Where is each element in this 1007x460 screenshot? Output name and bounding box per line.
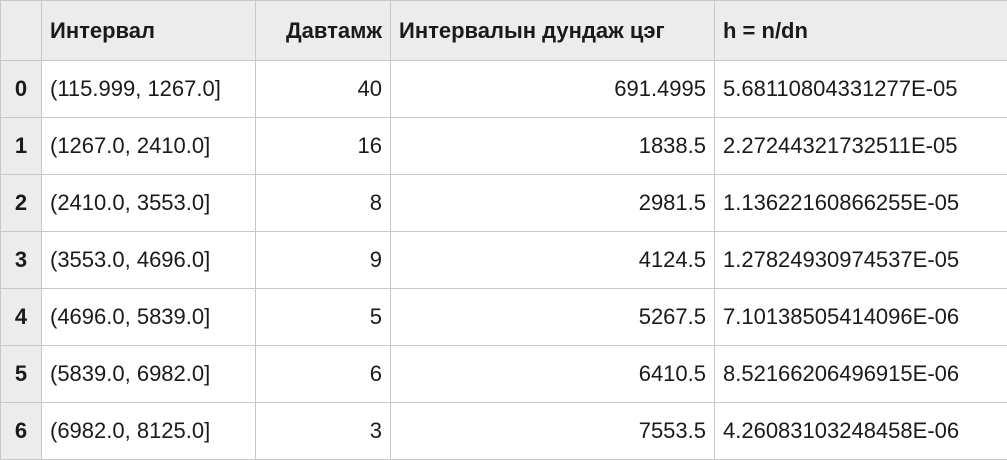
density-cell[interactable]: 8.52166206496915E-06 bbox=[715, 346, 1007, 403]
frequency-cell[interactable]: 40 bbox=[256, 61, 391, 118]
table-row[interactable]: 5 (5839.0, 6982.0] 6 6410.5 8.5216620649… bbox=[1, 346, 1007, 403]
density-cell[interactable]: 2.27244321732511E-05 bbox=[715, 118, 1007, 175]
row-index: 5 bbox=[1, 346, 42, 403]
frequency-cell[interactable]: 16 bbox=[256, 118, 391, 175]
midpoint-cell[interactable]: 2981.5 bbox=[391, 175, 715, 232]
column-header-midpoint[interactable]: Интервалын дундаж цэг bbox=[391, 1, 715, 61]
midpoint-cell[interactable]: 691.4995 bbox=[391, 61, 715, 118]
interval-cell[interactable]: (4696.0, 5839.0] bbox=[42, 289, 256, 346]
row-index: 0 bbox=[1, 61, 42, 118]
table-row[interactable]: 2 (2410.0, 3553.0] 8 2981.5 1.1362216086… bbox=[1, 175, 1007, 232]
header-row: Интервал Давтамж Интервалын дундаж цэг h… bbox=[1, 1, 1007, 61]
table-row[interactable]: 0 (115.999, 1267.0] 40 691.4995 5.681108… bbox=[1, 61, 1007, 118]
table-row[interactable]: 6 (6982.0, 8125.0] 3 7553.5 4.2608310324… bbox=[1, 403, 1007, 460]
interval-cell[interactable]: (6982.0, 8125.0] bbox=[42, 403, 256, 460]
frequency-cell[interactable]: 9 bbox=[256, 232, 391, 289]
row-index: 3 bbox=[1, 232, 42, 289]
interval-cell[interactable]: (1267.0, 2410.0] bbox=[42, 118, 256, 175]
midpoint-cell[interactable]: 4124.5 bbox=[391, 232, 715, 289]
frequency-cell[interactable]: 6 bbox=[256, 346, 391, 403]
interval-cell[interactable]: (3553.0, 4696.0] bbox=[42, 232, 256, 289]
row-index: 1 bbox=[1, 118, 42, 175]
interval-cell[interactable]: (115.999, 1267.0] bbox=[42, 61, 256, 118]
midpoint-cell[interactable]: 1838.5 bbox=[391, 118, 715, 175]
frequency-cell[interactable]: 3 bbox=[256, 403, 391, 460]
column-header-frequency[interactable]: Давтамж bbox=[256, 1, 391, 61]
frequency-cell[interactable]: 5 bbox=[256, 289, 391, 346]
midpoint-cell[interactable]: 5267.5 bbox=[391, 289, 715, 346]
interval-cell[interactable]: (5839.0, 6982.0] bbox=[42, 346, 256, 403]
row-index: 4 bbox=[1, 289, 42, 346]
row-index: 6 bbox=[1, 403, 42, 460]
density-cell[interactable]: 1.27824930974537E-05 bbox=[715, 232, 1007, 289]
column-header-interval[interactable]: Интервал bbox=[42, 1, 256, 61]
midpoint-cell[interactable]: 7553.5 bbox=[391, 403, 715, 460]
table-row[interactable]: 4 (4696.0, 5839.0] 5 5267.5 7.1013850541… bbox=[1, 289, 1007, 346]
density-cell[interactable]: 5.68110804331277E-05 bbox=[715, 61, 1007, 118]
table-row[interactable]: 3 (3553.0, 4696.0] 9 4124.5 1.2782493097… bbox=[1, 232, 1007, 289]
row-index: 2 bbox=[1, 175, 42, 232]
frequency-cell[interactable]: 8 bbox=[256, 175, 391, 232]
interval-cell[interactable]: (2410.0, 3553.0] bbox=[42, 175, 256, 232]
column-header-density[interactable]: h = n/dn bbox=[715, 1, 1007, 61]
midpoint-cell[interactable]: 6410.5 bbox=[391, 346, 715, 403]
density-cell[interactable]: 1.13622160866255E-05 bbox=[715, 175, 1007, 232]
density-cell[interactable]: 4.26083103248458E-06 bbox=[715, 403, 1007, 460]
density-cell[interactable]: 7.10138505414096E-06 bbox=[715, 289, 1007, 346]
table-row[interactable]: 1 (1267.0, 2410.0] 16 1838.5 2.272443217… bbox=[1, 118, 1007, 175]
corner-cell bbox=[1, 1, 42, 61]
